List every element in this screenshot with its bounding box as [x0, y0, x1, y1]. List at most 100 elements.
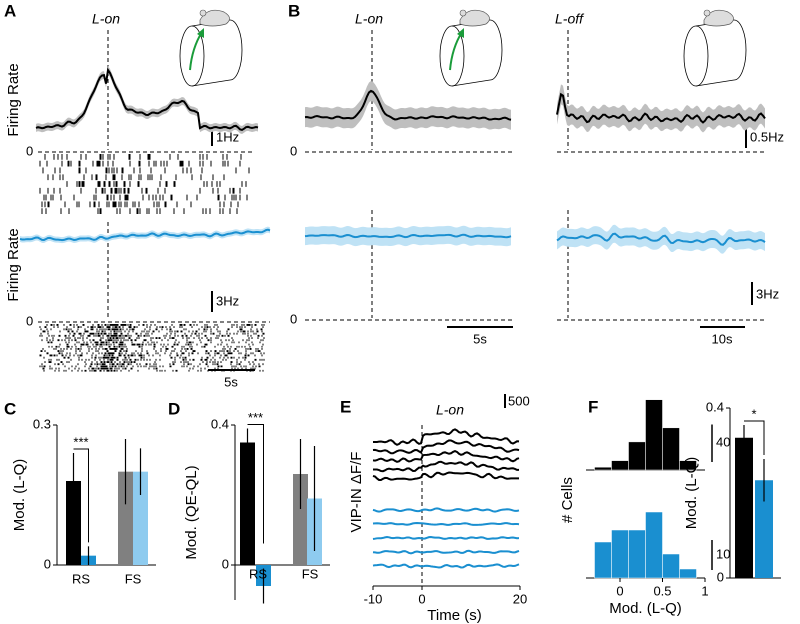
mouse-icon	[179, 9, 243, 87]
y-tick-label: 0	[44, 556, 51, 571]
error-band	[305, 80, 511, 130]
panel-label: D	[168, 399, 180, 418]
mouse-icon	[439, 9, 503, 87]
y-tick-label: 0.4	[706, 399, 724, 414]
trace	[372, 549, 520, 555]
x-tick-label: 0.5	[653, 583, 671, 598]
x-label: Time (s)	[427, 607, 481, 624]
y-tick-label: 0	[717, 569, 724, 584]
scale-label: 1Hz	[216, 129, 239, 144]
trace	[556, 232, 766, 246]
x-tick-label: 0	[616, 583, 623, 598]
sig-bracket	[247, 424, 264, 544]
trace	[372, 439, 520, 455]
trace	[372, 563, 520, 569]
x-tick-label: FS	[302, 566, 319, 581]
trace	[372, 536, 520, 541]
y-label: Mod. (L-Q)	[11, 459, 28, 532]
x-tick-label: 20	[513, 591, 527, 606]
zero-label: 0	[290, 311, 297, 326]
bar	[133, 471, 148, 565]
annotation: L-on	[355, 11, 383, 27]
trace	[372, 428, 520, 446]
y-label: Mod. (QE-QL)	[183, 465, 200, 559]
zero-label: 0	[26, 143, 33, 158]
mouse-icon	[683, 9, 747, 87]
sig-bracket	[73, 448, 89, 543]
panel-label: B	[288, 1, 300, 20]
zero-label: 0	[26, 313, 33, 328]
significance: *	[751, 406, 756, 421]
trace	[304, 233, 512, 239]
scale-label: 3Hz	[216, 293, 239, 308]
trace	[372, 507, 520, 513]
scale-label: 40	[716, 435, 730, 450]
hist-bar	[645, 511, 663, 579]
raster	[39, 324, 265, 372]
hist-bar	[594, 541, 612, 579]
y-label: Mod. (L-Q)	[683, 457, 700, 530]
zero-label: 0	[290, 143, 297, 158]
trace	[372, 450, 520, 463]
trace	[372, 522, 520, 526]
sig-bracket	[744, 420, 765, 455]
trace	[19, 228, 271, 242]
panel-label: F	[588, 397, 598, 416]
x-tick-label: FS	[125, 571, 142, 586]
y-tick-label: 0.4	[211, 416, 229, 431]
significance: ***	[248, 410, 263, 425]
annotation: L-on	[92, 11, 120, 27]
trace	[35, 67, 259, 132]
trace	[304, 89, 512, 121]
error-band	[557, 224, 765, 254]
hist-bar	[679, 460, 697, 471]
scale-label: 5s	[473, 331, 487, 346]
hist-bar	[611, 460, 629, 471]
scale-label: 500	[508, 393, 530, 408]
x-tick-label: RS	[249, 566, 267, 581]
raster	[39, 154, 250, 214]
x-tick-label: RS	[72, 571, 90, 586]
trace	[372, 471, 520, 481]
bar	[240, 442, 255, 565]
hist-bar	[594, 466, 612, 471]
hist-bar	[662, 427, 680, 471]
hist-bar	[611, 529, 629, 579]
hist-bar	[645, 399, 663, 471]
error-band	[36, 66, 258, 134]
x-label: Mod. (L-Q)	[609, 600, 682, 617]
scale-label: 5s	[224, 374, 238, 389]
trace	[372, 460, 520, 473]
significance: ***	[73, 434, 88, 449]
error-band	[557, 84, 765, 133]
bar	[293, 474, 308, 565]
hist-bar	[628, 441, 646, 471]
y-tick-label: 0	[222, 556, 229, 571]
y-label: # Cells	[559, 477, 576, 523]
trace	[556, 92, 766, 124]
x-tick-label: 1	[701, 583, 708, 598]
bar	[755, 480, 773, 578]
x-tick-label: -10	[364, 591, 383, 606]
y-label: Firing Rate	[5, 63, 22, 136]
annotation: L-on	[436, 402, 464, 418]
hist-bar	[628, 529, 646, 579]
icons	[179, 9, 747, 87]
panel-label: E	[340, 397, 351, 416]
panel-label: A	[4, 1, 16, 20]
panel-label: C	[4, 399, 16, 418]
annotation: L-off	[555, 11, 585, 27]
hist-bar	[662, 553, 680, 579]
bar	[118, 471, 133, 565]
y-label: VIP-IN ΔF/F	[348, 452, 365, 533]
y-label: Firing Rate	[5, 228, 22, 301]
scale-label: 0.5Hz	[750, 129, 784, 144]
y-tick-label: 0.3	[33, 416, 51, 431]
scale-label: 3Hz	[756, 286, 779, 301]
scale-label: 10	[716, 546, 730, 561]
hist-bar	[679, 568, 697, 579]
bar	[66, 481, 81, 565]
x-tick-label: 0	[418, 591, 425, 606]
bar	[735, 437, 753, 578]
